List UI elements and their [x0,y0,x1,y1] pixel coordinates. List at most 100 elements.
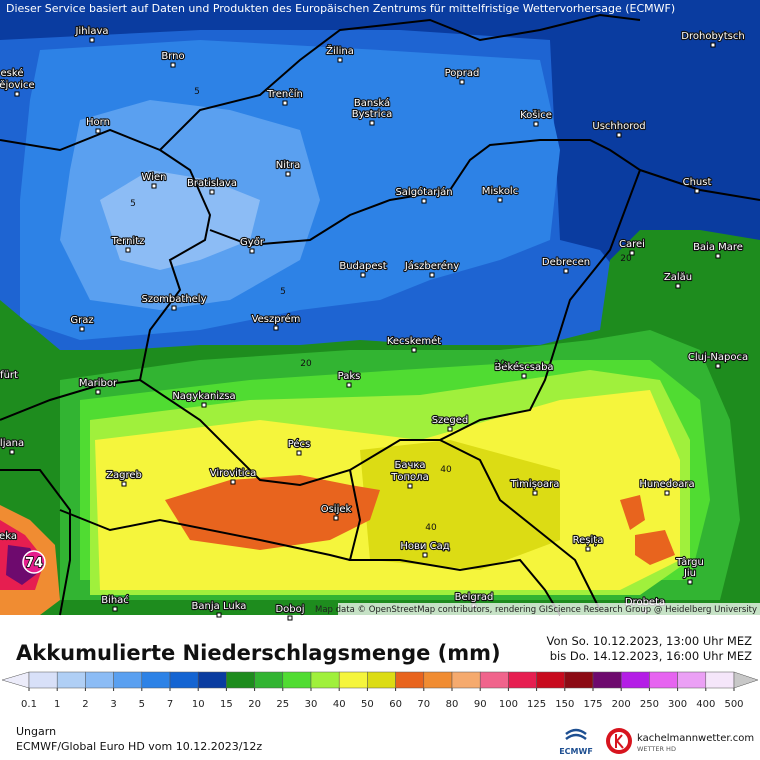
colorbar-box [564,671,594,689]
colorbar-tick-label: 50 [361,699,374,710]
city-label: eka [0,531,17,542]
city-label: Jászberény [404,260,459,272]
border [639,169,760,201]
city-label: Jiu [683,568,696,579]
city-label: Budapest [339,261,386,272]
contour-label: 40 [440,465,452,475]
city-marker [422,552,428,558]
colorbar-box [85,671,114,689]
city-marker [407,483,413,489]
city-label: Poprad [445,68,480,79]
city-label: Ternitz [111,236,145,247]
city-marker [694,188,700,194]
city-label: Bystrica [352,109,392,120]
colorbar-tick-label: 5 [139,699,145,710]
city-label: Žilina [326,44,354,57]
precip-lighter-blue [100,170,260,270]
service-notice: Dieser Service basiert auf Daten und Pro… [6,2,675,15]
city-label: Jihlava [74,26,108,37]
city-label: Kecskemét [387,335,441,347]
city-label: Nitra [276,160,300,171]
city-label: Chust [683,177,712,188]
brand-sub: WETTER HD [637,745,676,753]
legend: Akkumulierte Niederschlagsmenge (mm) Von… [1,634,759,710]
city-marker [95,389,101,395]
colorbar-box [620,671,650,689]
city-marker [112,606,118,612]
city-marker [79,326,85,332]
city-marker [369,120,375,126]
colorbar-tick-label: 20 [248,699,261,710]
contour-label: 20 [620,254,632,264]
city-marker [563,268,569,274]
ecmwf-logo: ECMWF [559,747,593,756]
colorbar-tick-label: 40 [333,699,346,710]
max-label: 74 [25,556,43,571]
city-marker [629,250,635,256]
city-label: Doboj [275,604,304,615]
city-marker [287,615,293,621]
city-marker [533,121,539,127]
colorbar-box [254,671,284,689]
city-label: Zagreb [106,470,142,481]
colorbar-tick-label: 3 [110,699,116,710]
city-marker [715,253,721,259]
colorbar-tick-label: 400 [696,699,715,710]
region: Ungarn [16,725,56,738]
city-label: Brno [161,51,184,62]
city-marker [497,197,503,203]
kachelmann-icon-inner [610,732,628,750]
city-label: ějovice [0,79,35,91]
city-marker [521,373,527,379]
city-label: Carei [619,239,645,250]
precip-orange-east [620,495,675,565]
attribution-background [338,603,760,615]
colorbar-box [395,671,425,689]
colorbar-box [479,671,509,689]
colorbar-tick-label: 70 [417,699,430,710]
border [138,139,642,487]
colorbar-tick-label: 60 [389,699,402,710]
city-marker [170,62,176,68]
city-label: Békéscsaba [494,361,553,373]
colorbar-box [508,671,537,689]
city-label: Wien [142,172,167,183]
period-from: Von So. 10.12.2023, 13:00 Uhr MEZ [546,634,752,648]
city-marker [447,426,453,432]
footer: Ungarn ECMWF/Global Euro HD vom 10.12.20… [16,725,754,756]
city-label: Szombathely [141,294,206,305]
city-label: Drohobytsch [681,31,744,42]
city-marker [89,37,95,43]
colorbar-tick-label: 7 [167,699,173,710]
brand: kachelmannwetter.com [637,733,754,744]
city-label: Banja Luka [192,601,247,612]
city-label: Reșița [573,535,604,546]
city-marker [9,449,15,455]
city-label: Győr [240,236,265,248]
border [0,379,141,421]
city-marker [664,490,670,496]
colorbar-tick-label: 25 [276,699,289,710]
colorbar-tick-label: 0.1 [21,699,37,710]
city-label: Miskolc [482,186,518,197]
city-label: Zalău [664,272,692,283]
colorbar-box [169,671,199,689]
city-marker [282,100,288,106]
precip-olive [360,440,560,570]
colorbar-tick-label: 175 [583,699,602,710]
city-label: Nagykanizsa [172,391,235,402]
city-marker [429,272,435,278]
city-marker [585,546,591,552]
contour-label: 20 [300,359,312,369]
colorbar-tick-label: 300 [668,699,687,710]
city-marker [209,189,215,195]
city-label: eské [1,67,24,79]
border [348,469,561,616]
ecmwf-icon [565,728,587,741]
country-borders [0,13,760,616]
contour-label: 40 [425,523,437,533]
attribution: Map data © OpenStreetMap contributors, r… [315,605,757,615]
city-label: Belgrad [455,592,494,603]
colorbar-box [705,671,735,689]
